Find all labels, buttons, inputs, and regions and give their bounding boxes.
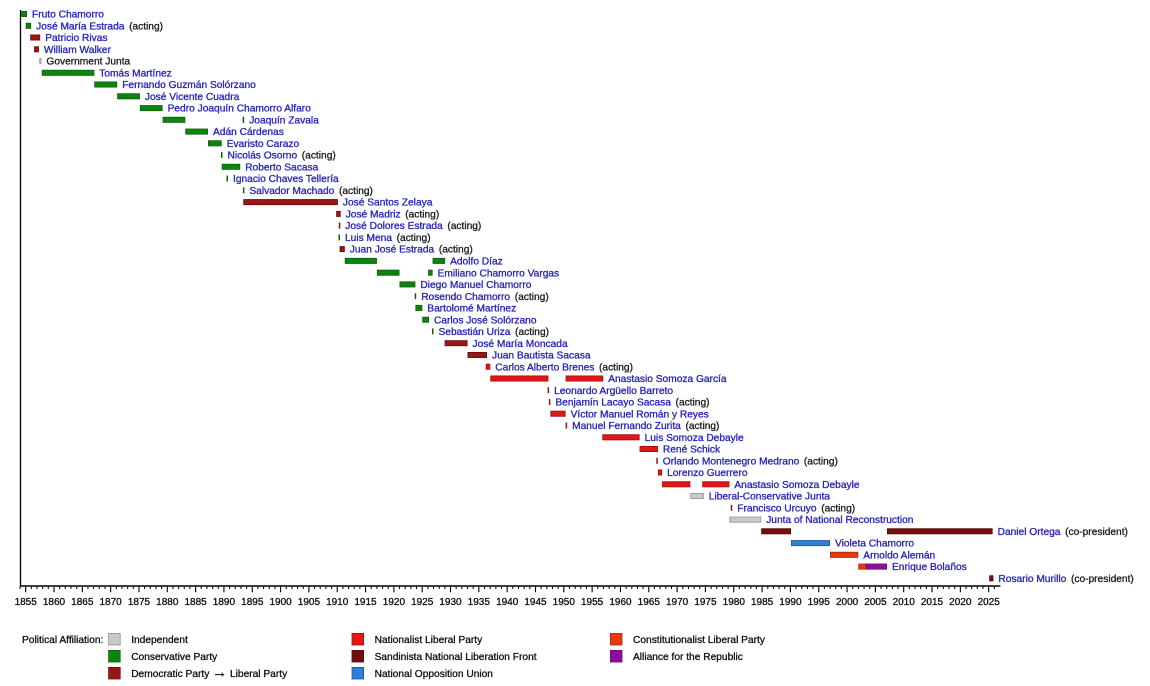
svg-text:Rosendo Chamorro (acting): Rosendo Chamorro (acting) bbox=[421, 292, 549, 303]
svg-text:Political Affiliation:: Political Affiliation: bbox=[22, 635, 103, 646]
svg-text:1875: 1875 bbox=[128, 597, 151, 608]
svg-text:Constitutionalist Liberal Part: Constitutionalist Liberal Party bbox=[633, 635, 766, 646]
svg-text:2020: 2020 bbox=[949, 597, 972, 608]
svg-text:Adolfo Díaz: Adolfo Díaz bbox=[450, 257, 503, 268]
svg-text:1905: 1905 bbox=[298, 597, 321, 608]
svg-text:Luis Somoza Debayle: Luis Somoza Debayle bbox=[645, 433, 744, 444]
svg-text:1955: 1955 bbox=[581, 597, 604, 608]
svg-text:1860: 1860 bbox=[43, 597, 66, 608]
svg-text:José María Estrada (acting): José María Estrada (acting) bbox=[36, 21, 163, 32]
svg-text:1950: 1950 bbox=[553, 597, 576, 608]
svg-text:Evaristo Carazo: Evaristo Carazo bbox=[227, 139, 300, 150]
svg-text:Joaquín Zavala: Joaquín Zavala bbox=[249, 115, 319, 126]
svg-text:1925: 1925 bbox=[411, 597, 434, 608]
svg-text:2015: 2015 bbox=[921, 597, 944, 608]
svg-text:Nationalist Liberal Party: Nationalist Liberal Party bbox=[375, 635, 483, 646]
svg-text:José Dolores Estrada (acting): José Dolores Estrada (acting) bbox=[345, 221, 481, 232]
svg-text:Víctor Manuel Román y Reyes: Víctor Manuel Román y Reyes bbox=[571, 409, 709, 420]
svg-text:Orlando Montenegro Medrano (ac: Orlando Montenegro Medrano (acting) bbox=[663, 456, 838, 467]
svg-text:René Schick: René Schick bbox=[663, 445, 721, 456]
svg-text:1895: 1895 bbox=[241, 597, 264, 608]
svg-text:Juan Bautista Sacasa: Juan Bautista Sacasa bbox=[492, 351, 591, 362]
svg-text:José Santos Zelaya: José Santos Zelaya bbox=[343, 198, 433, 209]
svg-text:Liberal-Conservative Junta: Liberal-Conservative Junta bbox=[709, 492, 831, 503]
svg-text:2010: 2010 bbox=[893, 597, 916, 608]
svg-text:1910: 1910 bbox=[326, 597, 349, 608]
svg-text:Nicolás Osorno (acting): Nicolás Osorno (acting) bbox=[228, 151, 336, 162]
svg-text:Enrique Bolaños: Enrique Bolaños bbox=[892, 562, 967, 573]
svg-text:Independent: Independent bbox=[131, 635, 188, 646]
svg-text:Bartolomé Martínez: Bartolomé Martínez bbox=[427, 304, 516, 315]
svg-text:Patricio Rivas: Patricio Rivas bbox=[45, 33, 107, 44]
svg-text:José Vicente Cuadra: José Vicente Cuadra bbox=[145, 92, 240, 103]
svg-text:Arnoldo Alemán: Arnoldo Alemán bbox=[863, 550, 935, 561]
svg-text:1945: 1945 bbox=[524, 597, 547, 608]
svg-text:1885: 1885 bbox=[184, 597, 207, 608]
svg-text:1980: 1980 bbox=[723, 597, 746, 608]
svg-text:2005: 2005 bbox=[864, 597, 887, 608]
svg-text:1865: 1865 bbox=[71, 597, 94, 608]
svg-text:Daniel Ortega (co-president): Daniel Ortega (co-president) bbox=[998, 527, 1128, 538]
svg-text:José María Moncada: José María Moncada bbox=[473, 339, 568, 350]
svg-text:Diego Manuel Chamorro: Diego Manuel Chamorro bbox=[420, 280, 531, 291]
svg-text:1935: 1935 bbox=[468, 597, 491, 608]
svg-text:2025: 2025 bbox=[978, 597, 1001, 608]
svg-text:Fruto Chamorro: Fruto Chamorro bbox=[32, 10, 104, 21]
svg-text:1880: 1880 bbox=[156, 597, 179, 608]
svg-text:Sebastián Uriza (acting): Sebastián Uriza (acting) bbox=[439, 327, 550, 338]
svg-text:1995: 1995 bbox=[808, 597, 831, 608]
svg-text:1915: 1915 bbox=[354, 597, 377, 608]
svg-text:National Opposition Union: National Opposition Union bbox=[375, 669, 493, 680]
svg-text:1890: 1890 bbox=[213, 597, 236, 608]
svg-text:Ignacio Chaves Tellería: Ignacio Chaves Tellería bbox=[233, 174, 339, 185]
svg-text:Roberto Sacasa: Roberto Sacasa bbox=[245, 162, 318, 173]
svg-text:Conservative Party: Conservative Party bbox=[131, 652, 218, 663]
svg-text:Leonardo Argüello Barreto: Leonardo Argüello Barreto bbox=[554, 386, 673, 397]
svg-text:Carlos José Solórzano: Carlos José Solórzano bbox=[434, 315, 537, 326]
svg-text:Alliance for the Republic: Alliance for the Republic bbox=[633, 652, 743, 663]
svg-text:José Madriz (acting): José Madriz (acting) bbox=[346, 210, 440, 221]
svg-text:1960: 1960 bbox=[609, 597, 632, 608]
svg-text:Rosario Murillo (co-president): Rosario Murillo (co-president) bbox=[998, 574, 1133, 585]
svg-text:1975: 1975 bbox=[694, 597, 717, 608]
svg-text:Luis Mena (acting): Luis Mena (acting) bbox=[345, 233, 431, 244]
svg-text:1870: 1870 bbox=[99, 597, 122, 608]
svg-text:Democratic Party → Liberal Par: Democratic Party → Liberal Party bbox=[131, 664, 288, 681]
svg-text:1930: 1930 bbox=[439, 597, 462, 608]
svg-text:Benjamín Lacayo Sacasa (acting: Benjamín Lacayo Sacasa (acting) bbox=[555, 398, 709, 409]
svg-text:Francisco Urcuyo (acting): Francisco Urcuyo (acting) bbox=[737, 503, 855, 514]
svg-text:Adán Cárdenas: Adán Cárdenas bbox=[213, 127, 284, 138]
svg-text:1855: 1855 bbox=[15, 597, 38, 608]
svg-text:2000: 2000 bbox=[836, 597, 859, 608]
svg-text:Government Junta: Government Junta bbox=[46, 57, 130, 68]
svg-text:Manuel Fernando Zurita (acting: Manuel Fernando Zurita (acting) bbox=[572, 421, 719, 432]
svg-text:Anastasio Somoza García: Anastasio Somoza García bbox=[608, 374, 727, 385]
svg-text:Tomás Martínez: Tomás Martínez bbox=[99, 68, 171, 79]
svg-text:1985: 1985 bbox=[751, 597, 774, 608]
svg-text:Violeta Chamorro: Violeta Chamorro bbox=[835, 539, 914, 550]
svg-text:Emiliano Chamorro Vargas: Emiliano Chamorro Vargas bbox=[438, 268, 560, 279]
svg-text:1920: 1920 bbox=[383, 597, 406, 608]
svg-text:1965: 1965 bbox=[638, 597, 661, 608]
svg-text:Juan José Estrada (acting): Juan José Estrada (acting) bbox=[350, 245, 473, 256]
svg-text:1970: 1970 bbox=[666, 597, 689, 608]
svg-text:Fernando Guzmán Solórzano: Fernando Guzmán Solórzano bbox=[122, 80, 256, 91]
svg-text:Anastasio Somoza Debayle: Anastasio Somoza Debayle bbox=[734, 480, 859, 491]
svg-text:Sandinista National Liberation: Sandinista National Liberation Front bbox=[375, 652, 537, 663]
svg-text:Pedro Joaquín Chamorro Alfaro: Pedro Joaquín Chamorro Alfaro bbox=[168, 104, 312, 115]
svg-text:Lorenzo Guerrero: Lorenzo Guerrero bbox=[667, 468, 748, 479]
svg-text:Junta of National Reconstructi: Junta of National Reconstruction bbox=[766, 515, 913, 526]
svg-text:1900: 1900 bbox=[269, 597, 292, 608]
svg-text:Salvador Machado (acting): Salvador Machado (acting) bbox=[249, 186, 373, 197]
svg-text:Carlos Alberto Brenes (acting): Carlos Alberto Brenes (acting) bbox=[495, 362, 633, 373]
svg-text:William Walker: William Walker bbox=[44, 45, 112, 56]
svg-text:1990: 1990 bbox=[779, 597, 802, 608]
svg-text:1940: 1940 bbox=[496, 597, 519, 608]
